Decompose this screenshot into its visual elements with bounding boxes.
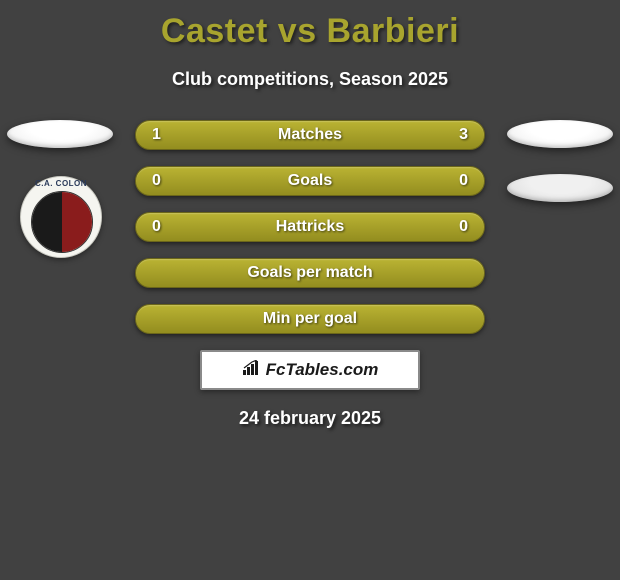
player-left-avatar-placeholder [7, 120, 113, 148]
club-badge-text: C.A. COLON [21, 179, 101, 188]
stat-row-goals: 0 Goals 0 [135, 166, 485, 196]
stat-row-matches: 1 Matches 3 [135, 120, 485, 150]
footer-brand-text: FcTables.com [266, 360, 379, 380]
stat-row-min-per-goal: Min per goal [135, 304, 485, 334]
stat-label: Matches [136, 126, 484, 144]
stat-row-hattricks: 0 Hattricks 0 [135, 212, 485, 242]
badge-half-right [62, 192, 92, 252]
stat-pill-container: 1 Matches 3 0 Goals 0 0 Hattricks 0 Goal… [135, 120, 485, 350]
player-right-avatar-placeholder-2 [507, 174, 613, 202]
stat-label: Goals [136, 172, 484, 190]
club-badge: C.A. COLON [20, 176, 102, 258]
stat-label: Hattricks [136, 218, 484, 236]
subtitle: Club competitions, Season 2025 [0, 69, 620, 90]
stat-label: Goals per match [136, 264, 484, 282]
footer-brand-badge: FcTables.com [200, 350, 420, 390]
chart-icon [242, 360, 262, 381]
stat-row-goals-per-match: Goals per match [135, 258, 485, 288]
stat-label: Min per goal [136, 310, 484, 328]
badge-half-left [32, 192, 62, 252]
page-title: Castet vs Barbieri [0, 0, 620, 51]
date-label: 24 february 2025 [0, 408, 620, 429]
player-right-avatar-placeholder-1 [507, 120, 613, 148]
